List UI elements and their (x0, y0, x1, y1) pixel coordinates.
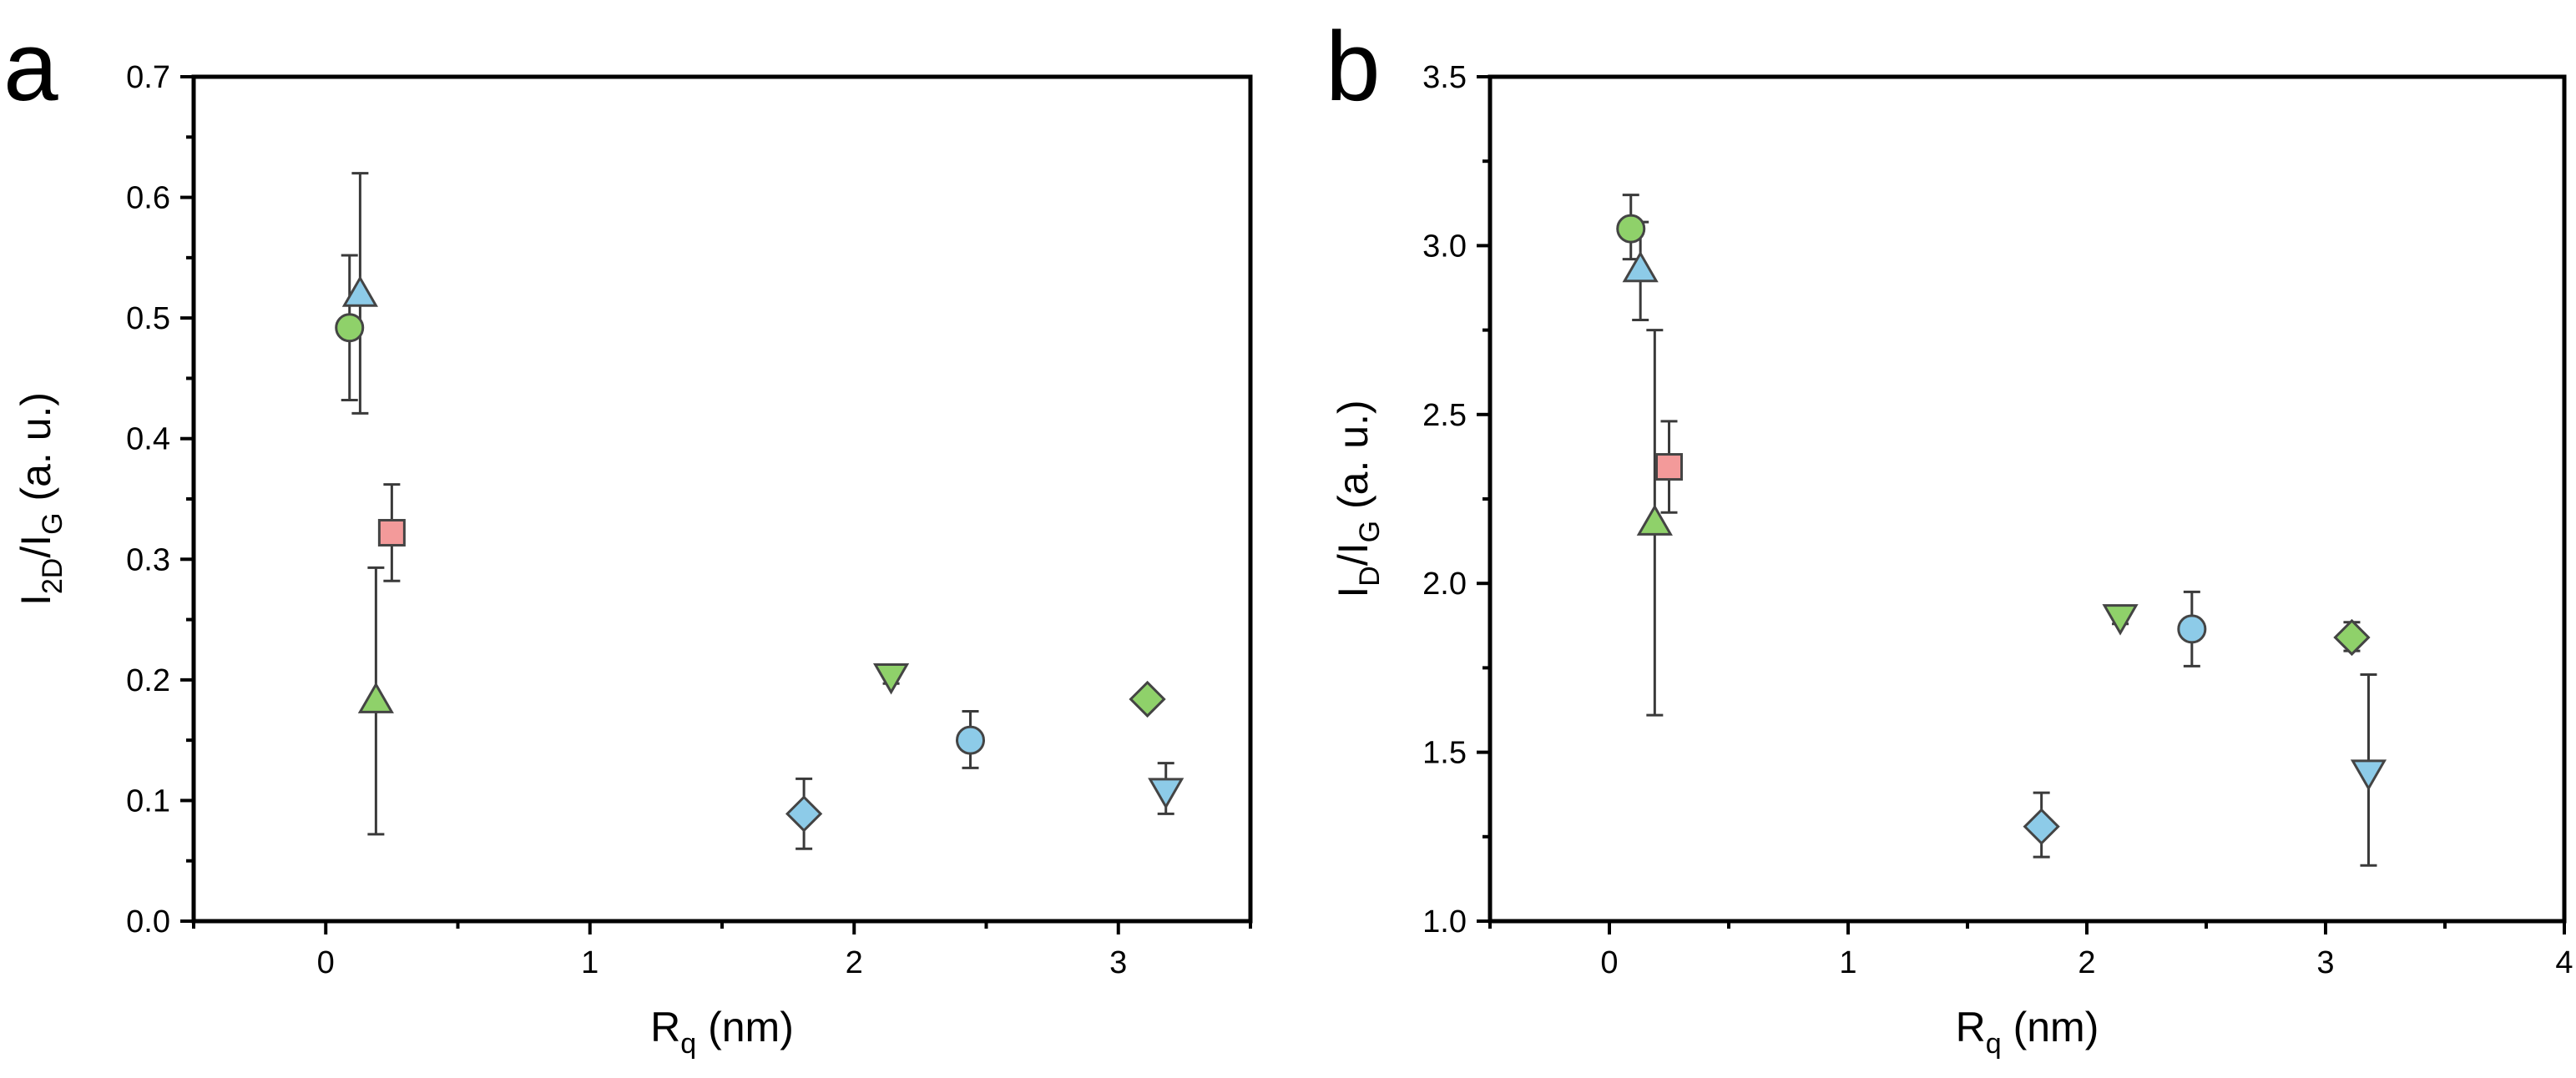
marker-blue-circle (2177, 614, 2207, 644)
y-tick-label: 0.2 (126, 663, 170, 698)
x-axis-title: Rq (nm) (650, 1004, 794, 1060)
x-tick-label: 2 (2078, 945, 2095, 980)
y-tick-label: 0.7 (126, 60, 170, 95)
marker-green-circle (1616, 214, 1646, 244)
marker-blue-triangle-down (2350, 759, 2387, 791)
y-tick-label: 2.0 (1422, 567, 1467, 602)
marker-green-triangle-up (357, 682, 394, 713)
x-tick-label: 3 (2316, 945, 2334, 980)
y-title-main: /I (1330, 542, 1376, 566)
x-title-main: R (1956, 1004, 1986, 1050)
x-axis: 0 1 2 3 4 (1488, 921, 2573, 980)
y-axis-title-group: I2D/IG (a. u.) (13, 392, 68, 606)
x-tick-label: 0 (1600, 945, 1618, 980)
y-axis-title: I2D/IG (a. u.) (13, 392, 68, 606)
marker-blue-triangle-up (1622, 250, 1659, 283)
y-tick-label: 0.1 (126, 783, 170, 819)
plot-frame (1488, 74, 2567, 924)
y-tick-label: 3.5 (1422, 60, 1467, 95)
y-axis: 1.0 1.5 2.0 2.5 3.0 3.5 (1422, 60, 1490, 939)
y-tick-label: 0.6 (126, 181, 170, 216)
marker-green-circle (335, 313, 365, 343)
x-title-sub: q (680, 1028, 696, 1060)
data-points (335, 172, 1184, 850)
panel-letter: a (3, 12, 58, 122)
y-title-main: /I (13, 535, 59, 558)
panel-letter: b (1326, 12, 1381, 122)
y-axis-title-group: ID/IG (a. u.) (1330, 400, 1386, 597)
y-title-main: (a. u.) (1330, 400, 1376, 520)
marker-green-diamond (2333, 618, 2371, 657)
y-tick-label: 1.5 (1422, 736, 1467, 771)
y-title-main: I (1330, 587, 1376, 598)
x-title-main: R (650, 1004, 680, 1050)
y-tick-label: 0.3 (126, 542, 170, 577)
y-title-main: (a. u.) (13, 392, 59, 512)
x-tick-label: 1 (1839, 945, 1856, 980)
y-title-main: I (13, 594, 59, 606)
y-tick-label: 2.5 (1422, 398, 1467, 433)
plot-frame (191, 74, 1253, 924)
y-axis-title: ID/IG (a. u.) (1330, 400, 1386, 597)
y-tick-label: 1.0 (1422, 904, 1467, 939)
panel-a: a 0 1 2 3 0.0 0.1 0.2 0.3 0.4 0.5 0.6 0.7 Rq (nm) I2D/… (3, 12, 1253, 1060)
y-title-sub: D (1354, 566, 1386, 587)
y-axis: 0.0 0.1 0.2 0.3 0.4 0.5 0.6 0.7 (126, 60, 194, 939)
y-tick-label: 0.4 (126, 422, 170, 457)
marker-red-square (1655, 453, 1683, 481)
marker-blue-circle (956, 725, 986, 755)
marker-blue-diamond (785, 795, 823, 833)
marker-blue-triangle-down (1148, 778, 1184, 809)
marker-blue-diamond (2023, 808, 2060, 845)
data-points (1616, 194, 2387, 867)
y-tick-label: 3.0 (1422, 229, 1467, 264)
x-title-rest: (nm) (696, 1004, 794, 1050)
x-axis-title: Rq (nm) (1956, 1004, 2099, 1060)
marker-green-diamond (1129, 680, 1166, 718)
y-title-sub: G (37, 512, 68, 534)
x-tick-label: 4 (2555, 945, 2573, 980)
marker-red-square (377, 518, 406, 547)
x-axis: 0 1 2 3 (192, 921, 1252, 980)
x-tick-label: 0 (317, 945, 335, 980)
x-tick-label: 2 (846, 945, 863, 980)
marker-green-triangle-up (1636, 504, 1673, 536)
y-title-sub: G (1354, 521, 1386, 542)
y-tick-label: 0.5 (126, 301, 170, 336)
x-tick-label: 1 (581, 945, 599, 980)
x-title-rest: (nm) (2002, 1004, 2099, 1050)
marker-green-triangle-down (2102, 604, 2139, 636)
y-tick-label: 0.0 (126, 904, 170, 939)
marker-blue-triangle-up (341, 275, 378, 307)
panel-b: b 0 1 2 3 4 1.0 1.5 2.0 2.5 3.0 3.5 Rq (nm) ID/IG (a.… (1326, 12, 2573, 1060)
marker-green-triangle-down (872, 663, 910, 695)
x-title-sub: q (1986, 1028, 2002, 1060)
x-tick-label: 3 (1109, 945, 1127, 980)
y-title-sub: 2D (37, 558, 68, 594)
